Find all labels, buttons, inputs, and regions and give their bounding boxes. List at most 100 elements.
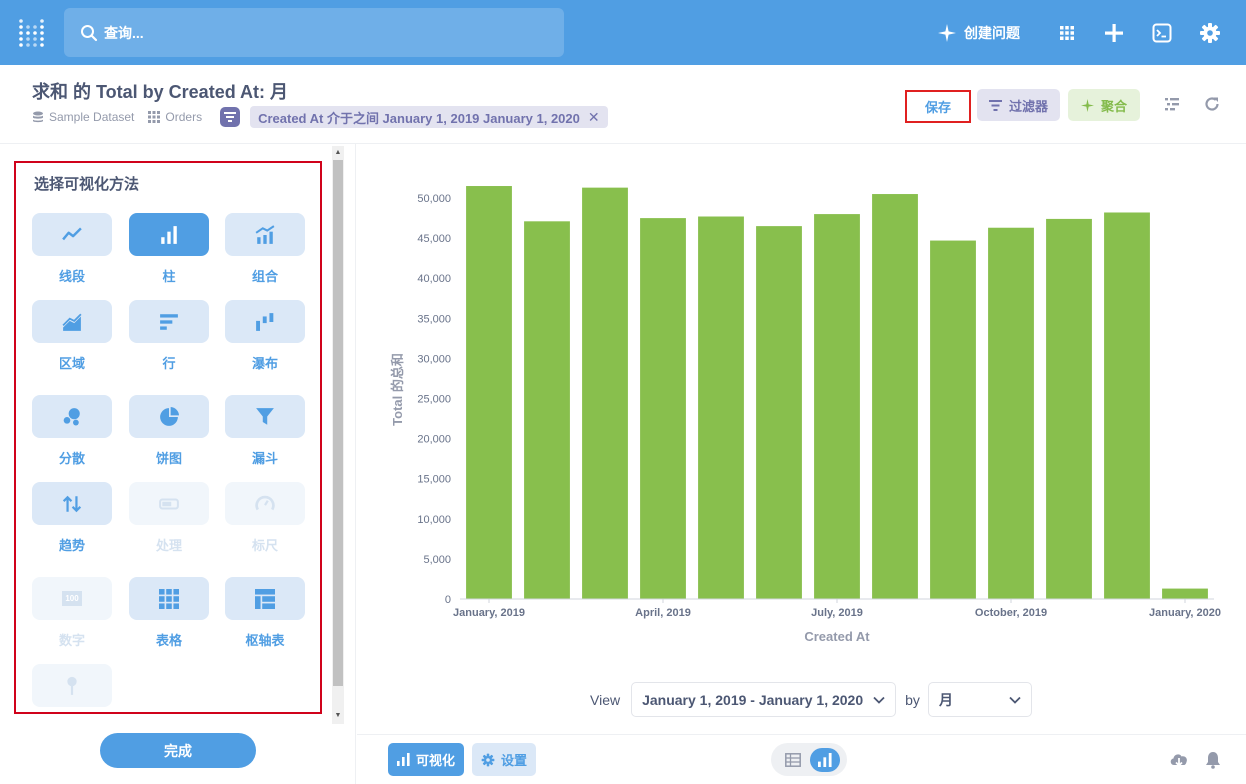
viz-option: 标尺	[225, 482, 305, 553]
scatter-chart-icon	[63, 407, 80, 425]
viz-option[interactable]: 柱	[129, 213, 209, 284]
viz-option-tile[interactable]	[129, 577, 209, 620]
viz-option[interactable]: 饼图	[129, 395, 209, 466]
viz-option-tile[interactable]	[129, 300, 209, 343]
viz-option-tile[interactable]	[225, 395, 305, 438]
filter-toggle-button[interactable]	[220, 107, 241, 127]
viz-option-tile[interactable]	[225, 300, 305, 343]
done-button[interactable]: 完成	[100, 733, 256, 768]
area-chart-icon	[62, 313, 82, 331]
refresh-icon[interactable]	[1203, 95, 1221, 113]
viz-option-label: 枢轴表	[245, 633, 285, 648]
viz-option-tile[interactable]	[32, 482, 112, 525]
chart-bar[interactable]	[640, 218, 686, 600]
scroll-down-icon[interactable]: ▼	[334, 712, 342, 719]
viz-option[interactable]: 漏斗	[225, 395, 305, 466]
bar-chart-icon	[396, 753, 410, 766]
viz-option-label: 行	[162, 356, 176, 371]
gear-icon	[481, 753, 495, 766]
new-question-button[interactable]: 创建问题	[938, 22, 1020, 44]
save-button[interactable]: 保存	[905, 90, 971, 123]
breadcrumb-table-label: Orders	[165, 110, 203, 124]
viz-option-tile[interactable]	[129, 213, 209, 256]
viz-option-label: 分散	[58, 451, 85, 466]
chart-bar[interactable]	[698, 216, 744, 600]
close-icon[interactable]: ✕	[587, 108, 600, 125]
filter-button[interactable]: 过滤器	[977, 89, 1060, 121]
sparkle-icon	[1080, 98, 1101, 112]
viz-option-label: 瀑布	[251, 356, 278, 371]
y-tick-label: 40,000	[417, 273, 451, 285]
breadcrumb: Sample Dataset Orders Created At 介于之间 Ja…	[32, 106, 608, 128]
chart-bar[interactable]	[466, 186, 512, 599]
new-question-label: 创建问题	[964, 25, 1020, 41]
chart-bar[interactable]	[814, 214, 860, 599]
viz-option[interactable]: 枢轴表	[225, 577, 305, 648]
gauge-icon	[255, 495, 275, 510]
chart-bar[interactable]	[524, 221, 570, 599]
chart-view-icon[interactable]	[810, 748, 840, 772]
viz-option-tile[interactable]	[32, 395, 112, 438]
chart-bar[interactable]	[988, 227, 1034, 599]
top-nav: 创建问题	[0, 0, 1246, 65]
chart-bar[interactable]	[1162, 588, 1208, 599]
chart-bar[interactable]	[930, 240, 976, 599]
trend-icon	[62, 495, 82, 512]
summarize-button[interactable]: 聚合	[1068, 89, 1140, 121]
viz-option-tile[interactable]	[225, 577, 305, 620]
viz-option[interactable]: 区域	[32, 300, 112, 371]
chart-bar[interactable]	[582, 187, 628, 599]
viz-option[interactable]: 表格	[129, 577, 209, 648]
view-label: View	[590, 691, 621, 708]
terminal-icon[interactable]	[1151, 22, 1173, 44]
viz-option[interactable]: 组合	[225, 213, 305, 284]
save-label: 保存	[924, 100, 951, 115]
granularity-select[interactable]: 月	[927, 682, 1032, 717]
viz-option-label: 区域	[58, 356, 85, 371]
breadcrumb-table[interactable]: Orders	[148, 110, 202, 124]
x-tick-label: October, 2019	[975, 607, 1047, 619]
viz-option-tile[interactable]	[129, 395, 209, 438]
visualization-label: 可视化	[415, 753, 455, 768]
search-bar[interactable]	[64, 8, 564, 57]
waterfall-chart-icon	[256, 312, 274, 331]
viz-option-label: 趋势	[58, 538, 85, 553]
breadcrumb-database[interactable]: Sample Dataset	[32, 110, 134, 124]
viz-option[interactable]: 行	[129, 300, 209, 371]
pie-chart-icon	[160, 406, 179, 426]
footer-bar	[357, 734, 1246, 784]
plus-icon[interactable]	[1103, 22, 1125, 44]
chart-bar[interactable]	[756, 226, 802, 599]
viz-option[interactable]: 分散	[32, 395, 112, 466]
settings-button[interactable]: 设置	[472, 743, 536, 776]
viz-option[interactable]: 线段	[32, 213, 112, 284]
viz-picker-panel: 选择可视化方法 线段 柱 组合 区域 行 瀑布 分散 饼图 漏斗 趋势 处理 标尺 100 数字 表格 枢轴表…	[14, 161, 322, 714]
filter-pill[interactable]: Created At 介于之间 January 1, 2019 January …	[250, 106, 608, 128]
chart-bar[interactable]	[872, 194, 918, 599]
viz-option: 处理	[129, 482, 209, 553]
viz-option-label: 标尺	[251, 538, 278, 553]
bell-icon[interactable]	[1205, 751, 1223, 769]
viz-option-label: 漏斗	[251, 451, 278, 466]
viz-option-tile[interactable]	[225, 213, 305, 256]
metabase-logo-icon[interactable]	[18, 18, 46, 48]
table-view-icon[interactable]	[779, 748, 807, 772]
viz-option[interactable]: 瀑布	[225, 300, 305, 371]
notebook-icon[interactable]	[1163, 95, 1181, 113]
map-pin-icon	[67, 676, 77, 695]
grid-icon[interactable]	[1056, 22, 1078, 44]
gear-icon[interactable]	[1199, 22, 1221, 44]
search-input[interactable]	[104, 24, 524, 41]
viz-option-tile[interactable]	[32, 213, 112, 256]
chart-bar[interactable]	[1104, 212, 1150, 599]
chart-bar[interactable]	[1046, 218, 1092, 599]
scrollbar-thumb[interactable]	[333, 160, 343, 686]
viz-option[interactable]: 趋势	[32, 482, 112, 553]
viz-option-tile[interactable]	[32, 300, 112, 343]
scroll-up-icon[interactable]: ▲	[334, 149, 342, 156]
funnel-icon	[256, 407, 274, 425]
visualization-button[interactable]: 可视化	[388, 743, 464, 776]
y-tick-label: 10,000	[417, 514, 451, 526]
download-icon[interactable]	[1169, 751, 1187, 769]
date-range-select[interactable]: January 1, 2019 - January 1, 2020	[631, 682, 897, 717]
